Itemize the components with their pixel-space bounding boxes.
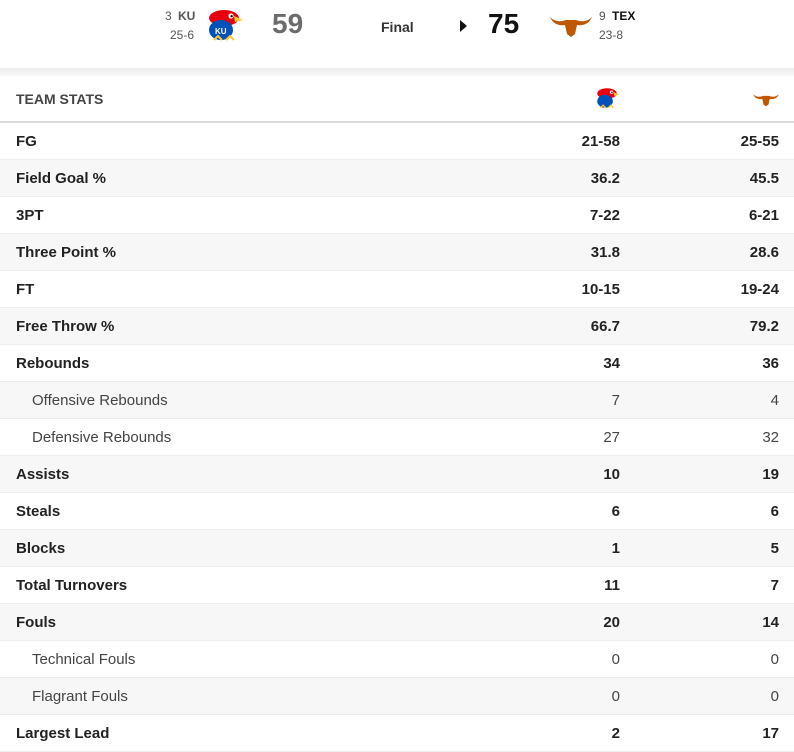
away-stat-value: 11 xyxy=(604,577,620,594)
away-stat-value: 27 xyxy=(603,429,620,446)
home-stat-value: 4 xyxy=(770,392,779,409)
table-row: Field Goal % 36.2 45.5 xyxy=(0,160,794,197)
home-stat-value: 17 xyxy=(762,725,779,742)
away-stat-value: 7-22 xyxy=(589,207,620,224)
longhorn-logo-icon[interactable] xyxy=(549,12,593,38)
away-stat-value: 10 xyxy=(603,466,620,483)
home-stat-value: 0 xyxy=(770,688,779,705)
table-row: Largest Lead 2 17 xyxy=(0,715,794,752)
table-row: Technical Fouls 0 0 xyxy=(0,641,794,678)
away-team-score: 59 xyxy=(272,8,304,39)
table-row: Rebounds 34 36 xyxy=(0,345,794,382)
stat-label: Steals xyxy=(16,503,61,520)
stat-label: Largest Lead xyxy=(16,725,110,742)
stat-label: Three Point % xyxy=(16,244,117,261)
caret-right-icon xyxy=(460,20,467,32)
scoreboard: 3 KU 25-6 KU 59 Final 75 9 TEX 23-8 xyxy=(0,0,794,68)
jayhawk-logo-icon[interactable]: KU xyxy=(204,7,244,43)
team-stats-body: FG 21-58 25-55 Field Goal % 36.2 45.5 3PT 7-22 6… xyxy=(0,123,794,752)
away-team-record: 25-6 xyxy=(170,28,195,42)
stat-label: Assists xyxy=(16,466,70,483)
table-row: FT 10-15 19-24 xyxy=(0,271,794,308)
table-row: Offensive Rebounds 7 4 xyxy=(0,382,794,419)
away-team-abbr[interactable]: KU xyxy=(178,9,196,23)
table-row: Assists 10 19 xyxy=(0,456,794,493)
jayhawk-logo-icon xyxy=(597,88,620,109)
home-stat-value: 0 xyxy=(770,651,779,668)
table-row: Total Turnovers 11 7 xyxy=(0,567,794,604)
away-stat-value: 0 xyxy=(611,651,620,668)
stat-label: Fouls xyxy=(16,614,56,631)
home-stat-value: 7 xyxy=(770,577,779,594)
away-stat-value: 36.2 xyxy=(590,170,620,187)
stat-label: FT xyxy=(16,281,35,298)
home-stat-value: 6 xyxy=(770,503,779,520)
table-row: Flagrant Fouls 0 0 xyxy=(0,678,794,715)
home-stat-value: 28.6 xyxy=(749,244,779,261)
home-stat-value: 79.2 xyxy=(749,318,779,335)
home-stat-value: 36 xyxy=(762,355,779,372)
home-stat-value: 19-24 xyxy=(740,281,779,298)
table-row: Three Point % 31.8 28.6 xyxy=(0,234,794,271)
away-stat-value: 0 xyxy=(611,688,620,705)
home-team-score: 75 xyxy=(488,8,520,39)
stat-label: Offensive Rebounds xyxy=(32,392,168,409)
stat-label: 3PT xyxy=(16,207,44,224)
table-row: 3PT 7-22 6-21 xyxy=(0,197,794,234)
stat-label: Flagrant Fouls xyxy=(32,688,128,705)
table-row: Free Throw % 66.7 79.2 xyxy=(0,308,794,345)
away-stat-value: 20 xyxy=(603,614,620,631)
table-row: Blocks 1 5 xyxy=(0,530,794,567)
stat-label: FG xyxy=(16,133,37,150)
home-stat-value: 25-55 xyxy=(740,133,779,150)
table-row: FG 21-58 25-55 xyxy=(0,123,794,160)
home-team-record: 23-8 xyxy=(599,28,624,42)
table-row: Steals 6 6 xyxy=(0,493,794,530)
away-stat-value: 10-15 xyxy=(581,281,620,298)
stat-label: Rebounds xyxy=(16,355,90,372)
away-stat-value: 34 xyxy=(603,355,620,372)
team-stats-header: TEAM STATS xyxy=(0,74,794,123)
team-stats-title: TEAM STATS xyxy=(16,91,104,107)
away-stat-value: 2 xyxy=(611,725,620,742)
stat-label: Blocks xyxy=(16,540,66,557)
home-team-abbr[interactable]: TEX xyxy=(612,9,636,23)
stat-label: Technical Fouls xyxy=(32,651,136,668)
stat-label: Defensive Rebounds xyxy=(32,429,172,446)
header-divider xyxy=(0,68,794,76)
home-stat-value: 19 xyxy=(762,466,779,483)
home-stat-value: 32 xyxy=(762,429,779,446)
table-row: Defensive Rebounds 27 32 xyxy=(0,419,794,456)
away-stat-value: 1 xyxy=(611,540,620,557)
home-stat-value: 14 xyxy=(762,614,779,631)
away-team-rank: 3 xyxy=(165,9,172,23)
home-stat-value: 5 xyxy=(770,540,779,557)
away-stat-value: 7 xyxy=(611,392,620,409)
away-stat-value: 6 xyxy=(611,503,620,520)
away-stat-value: 21-58 xyxy=(581,133,620,150)
svg-text:KU: KU xyxy=(215,27,227,36)
game-status: Final xyxy=(381,19,414,35)
home-stat-value: 45.5 xyxy=(749,170,779,187)
away-stat-value: 66.7 xyxy=(590,318,620,335)
team-stats-table: TEAM STATS FG 21-58 25-55 Field Goal % 36.2 4… xyxy=(0,74,794,752)
away-stat-value: 31.8 xyxy=(590,244,620,261)
home-team-rank: 9 xyxy=(599,9,606,23)
stat-label: Total Turnovers xyxy=(16,577,128,594)
stat-label: Free Throw % xyxy=(16,318,115,335)
stat-label: Field Goal % xyxy=(16,170,107,187)
longhorn-logo-icon xyxy=(753,94,779,107)
home-stat-value: 6-21 xyxy=(748,207,779,224)
table-row: Fouls 20 14 xyxy=(0,604,794,641)
